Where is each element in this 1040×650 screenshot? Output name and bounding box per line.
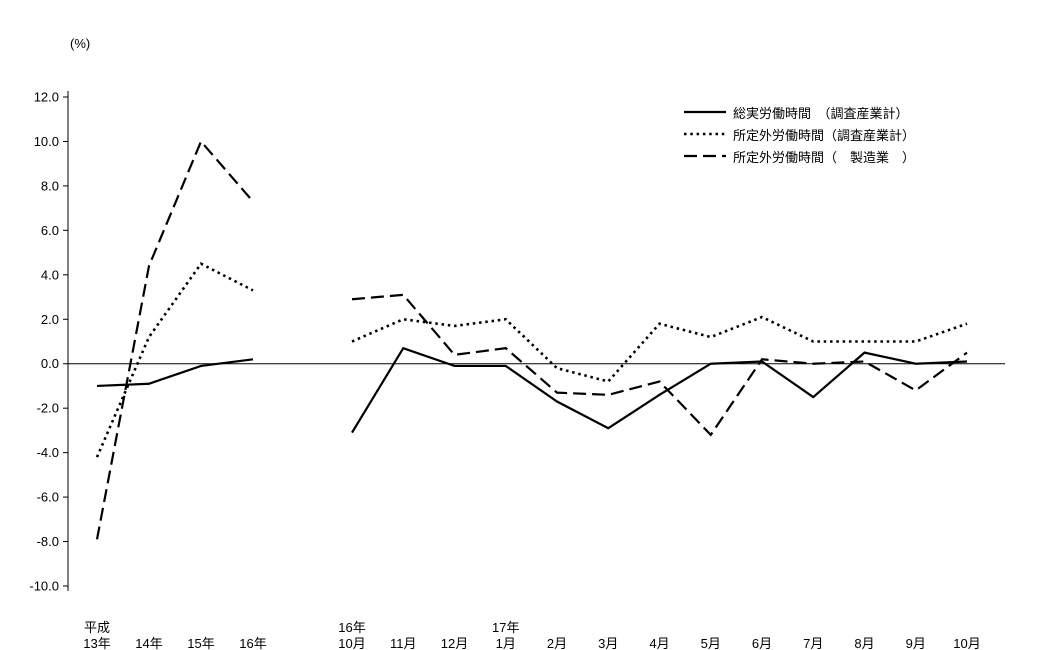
legend-line-solid-icon <box>684 110 726 114</box>
legend-item: 所定外労働時間（ 製造業 ） <box>684 145 915 167</box>
series-line-0-solid <box>96 358 254 388</box>
x-tick-label: 15年 <box>187 636 214 650</box>
series-line-1-dotted <box>351 315 968 383</box>
x-tick-label: 16年 10月 <box>338 620 365 650</box>
x-tick-label: 4月 <box>649 636 669 650</box>
x-tick-label: 14年 <box>135 636 162 650</box>
y-tick-label: -8.0 <box>37 534 59 549</box>
chart-legend: 総実労働時間 （調査産業計） 所定外労働時間（調査産業計） 所定外労働時間（ 製… <box>684 101 915 167</box>
y-tick-label: 6.0 <box>41 223 59 238</box>
y-tick-label: -10.0 <box>29 579 59 594</box>
x-tick-label: 3月 <box>598 636 618 650</box>
x-tick-label: 6月 <box>752 636 772 650</box>
x-tick-label: 10月 <box>953 636 980 650</box>
y-tick-label: 2.0 <box>41 312 59 327</box>
legend-line-dashed-icon <box>684 154 726 158</box>
legend-item: 総実労働時間 （調査産業計） <box>684 101 915 123</box>
series-line-2-dashed <box>95 139 254 540</box>
legend-label-total-hours: 総実労働時間 （調査産業計） <box>733 105 909 121</box>
y-tick-label: 12.0 <box>34 90 59 105</box>
x-tick-label: 11月 <box>390 636 417 650</box>
x-tick-label: 2月 <box>547 636 567 650</box>
x-tick-label: 16年 <box>239 636 266 650</box>
x-tick-label: 17年 1月 <box>492 620 519 650</box>
series-line-0-solid <box>351 346 968 434</box>
y-axis-unit-label: (%) <box>70 36 91 51</box>
y-tick-label: -4.0 <box>37 445 59 460</box>
series-line-1-dotted <box>95 262 254 458</box>
y-tick-label: 4.0 <box>41 267 59 282</box>
x-tick-label: 8月 <box>854 636 874 650</box>
y-tick-label: -2.0 <box>37 401 59 416</box>
y-tick-label: 10.0 <box>34 134 59 149</box>
y-tick-label: 8.0 <box>41 178 59 193</box>
x-tick-label: 5月 <box>701 636 721 650</box>
x-tick-label: 9月 <box>906 636 926 650</box>
series-line-2-dashed <box>351 293 968 437</box>
x-tick-label: 7月 <box>803 636 823 650</box>
legend-item: 所定外労働時間（調査産業計） <box>684 123 915 145</box>
y-tick-label: 0.0 <box>41 356 59 371</box>
legend-label-overtime-all-industries: 所定外労働時間（調査産業計） <box>733 127 916 143</box>
legend-label-overtime-manufacturing: 所定外労働時間（ 製造業 ） <box>733 149 916 165</box>
legend-line-dotted-icon <box>684 132 726 136</box>
x-tick-label: 12月 <box>441 636 468 650</box>
y-tick-label: -6.0 <box>37 490 59 505</box>
x-tick-label: 平成 13年 <box>83 620 110 650</box>
